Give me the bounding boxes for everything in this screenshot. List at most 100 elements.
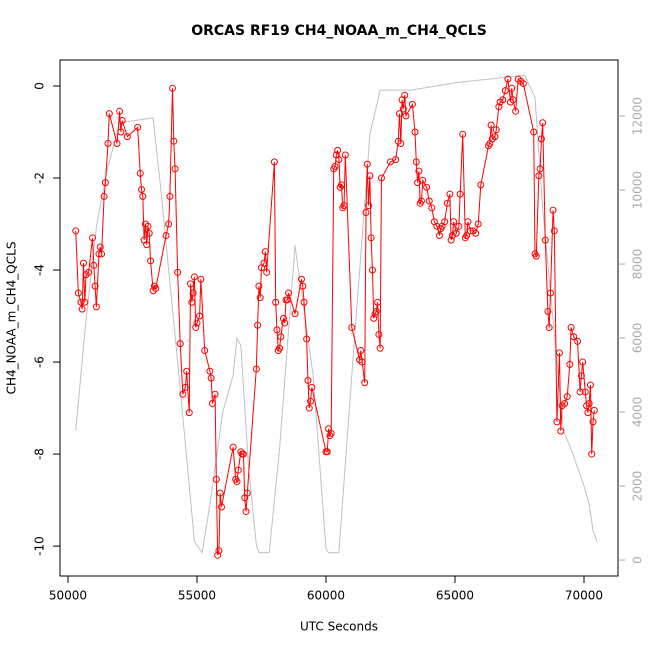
- data-point: [331, 163, 339, 171]
- data-point: [260, 259, 268, 267]
- data-point: [176, 340, 184, 348]
- data-point: [162, 232, 170, 240]
- data-point: [576, 388, 584, 396]
- data-point: [104, 140, 112, 148]
- data-point: [117, 128, 125, 136]
- data-point: [216, 489, 224, 497]
- data-point: [590, 406, 598, 414]
- x-tick-label: 55000: [178, 589, 216, 603]
- data-point: [147, 257, 155, 265]
- data-point: [81, 298, 89, 306]
- data-point: [152, 284, 160, 292]
- data-point: [361, 379, 369, 387]
- data-point: [491, 133, 499, 141]
- data-point: [472, 229, 480, 237]
- data-point: [535, 172, 543, 180]
- data-point: [452, 229, 460, 237]
- y2-tick-label: 4000: [631, 397, 645, 428]
- data-point: [193, 319, 201, 327]
- data-point: [376, 344, 384, 352]
- data-point: [463, 232, 471, 240]
- data-point: [283, 296, 291, 304]
- data-point: [272, 298, 280, 306]
- data-point: [123, 133, 131, 141]
- data-point: [212, 475, 220, 483]
- data-point: [366, 172, 374, 180]
- data-point: [579, 358, 587, 366]
- data-point: [553, 418, 561, 426]
- x-tick-label: 50000: [49, 589, 87, 603]
- data-point: [277, 333, 285, 341]
- data-point: [145, 229, 153, 237]
- data-point: [113, 140, 121, 148]
- data-point: [581, 388, 589, 396]
- data-point: [185, 409, 193, 417]
- data-point: [201, 347, 209, 355]
- x-axis-label: UTC Seconds: [300, 620, 378, 634]
- data-point: [234, 466, 242, 474]
- y-axis-label: CH4_NOAA_m_CH4_QCLS: [5, 242, 19, 395]
- data-point: [574, 337, 582, 345]
- data-point: [192, 324, 200, 332]
- data-point: [550, 227, 558, 235]
- plot-box: [59, 59, 619, 577]
- data-point: [273, 326, 281, 334]
- data-point: [567, 324, 575, 332]
- data-point: [459, 130, 467, 138]
- data-point: [89, 234, 97, 242]
- data-point: [584, 409, 592, 417]
- data-point: [91, 282, 99, 290]
- data-point: [196, 312, 204, 320]
- data-point: [365, 202, 373, 210]
- data-point: [305, 404, 313, 412]
- data-point: [539, 119, 547, 127]
- data-point: [92, 303, 100, 311]
- data-point: [566, 360, 574, 368]
- data-point: [189, 289, 197, 297]
- data-point: [501, 87, 509, 95]
- data-point: [577, 372, 585, 380]
- data-point: [211, 390, 219, 398]
- data-point: [171, 165, 179, 173]
- y-tick-label: -4: [33, 264, 47, 276]
- data-point: [340, 202, 348, 210]
- data-point: [214, 551, 222, 559]
- data-point: [399, 105, 407, 113]
- data-point: [464, 218, 472, 226]
- data-point: [455, 222, 463, 230]
- data-point: [208, 399, 216, 407]
- y2-tick-label: 0: [631, 556, 645, 564]
- data-point: [411, 128, 419, 136]
- data-point: [512, 107, 520, 115]
- data-point: [323, 448, 331, 456]
- data-point: [174, 268, 182, 276]
- y2-tick-label: 12000: [631, 97, 645, 135]
- data-point: [447, 236, 455, 244]
- data-point: [299, 282, 307, 290]
- data-point: [143, 241, 151, 249]
- data-point: [206, 367, 214, 375]
- data-point: [134, 123, 142, 131]
- data-point: [74, 289, 82, 297]
- data-point: [183, 367, 191, 375]
- data-point: [570, 333, 578, 341]
- data-point: [375, 330, 383, 338]
- data-point: [297, 275, 305, 283]
- data-point: [549, 206, 557, 214]
- data-point: [101, 179, 109, 187]
- data-point: [417, 197, 425, 205]
- data-point: [285, 289, 293, 297]
- data-point: [532, 252, 540, 260]
- y-tick-label: -8: [33, 448, 47, 460]
- data-point: [304, 376, 312, 384]
- data-point: [363, 160, 371, 168]
- data-point: [118, 117, 126, 125]
- data-point: [441, 218, 449, 226]
- data-point: [362, 209, 370, 217]
- data-point: [242, 508, 250, 516]
- data-point: [105, 110, 113, 118]
- y-tick-label: -10: [33, 536, 47, 556]
- data-point: [215, 547, 223, 555]
- data-point: [544, 307, 552, 315]
